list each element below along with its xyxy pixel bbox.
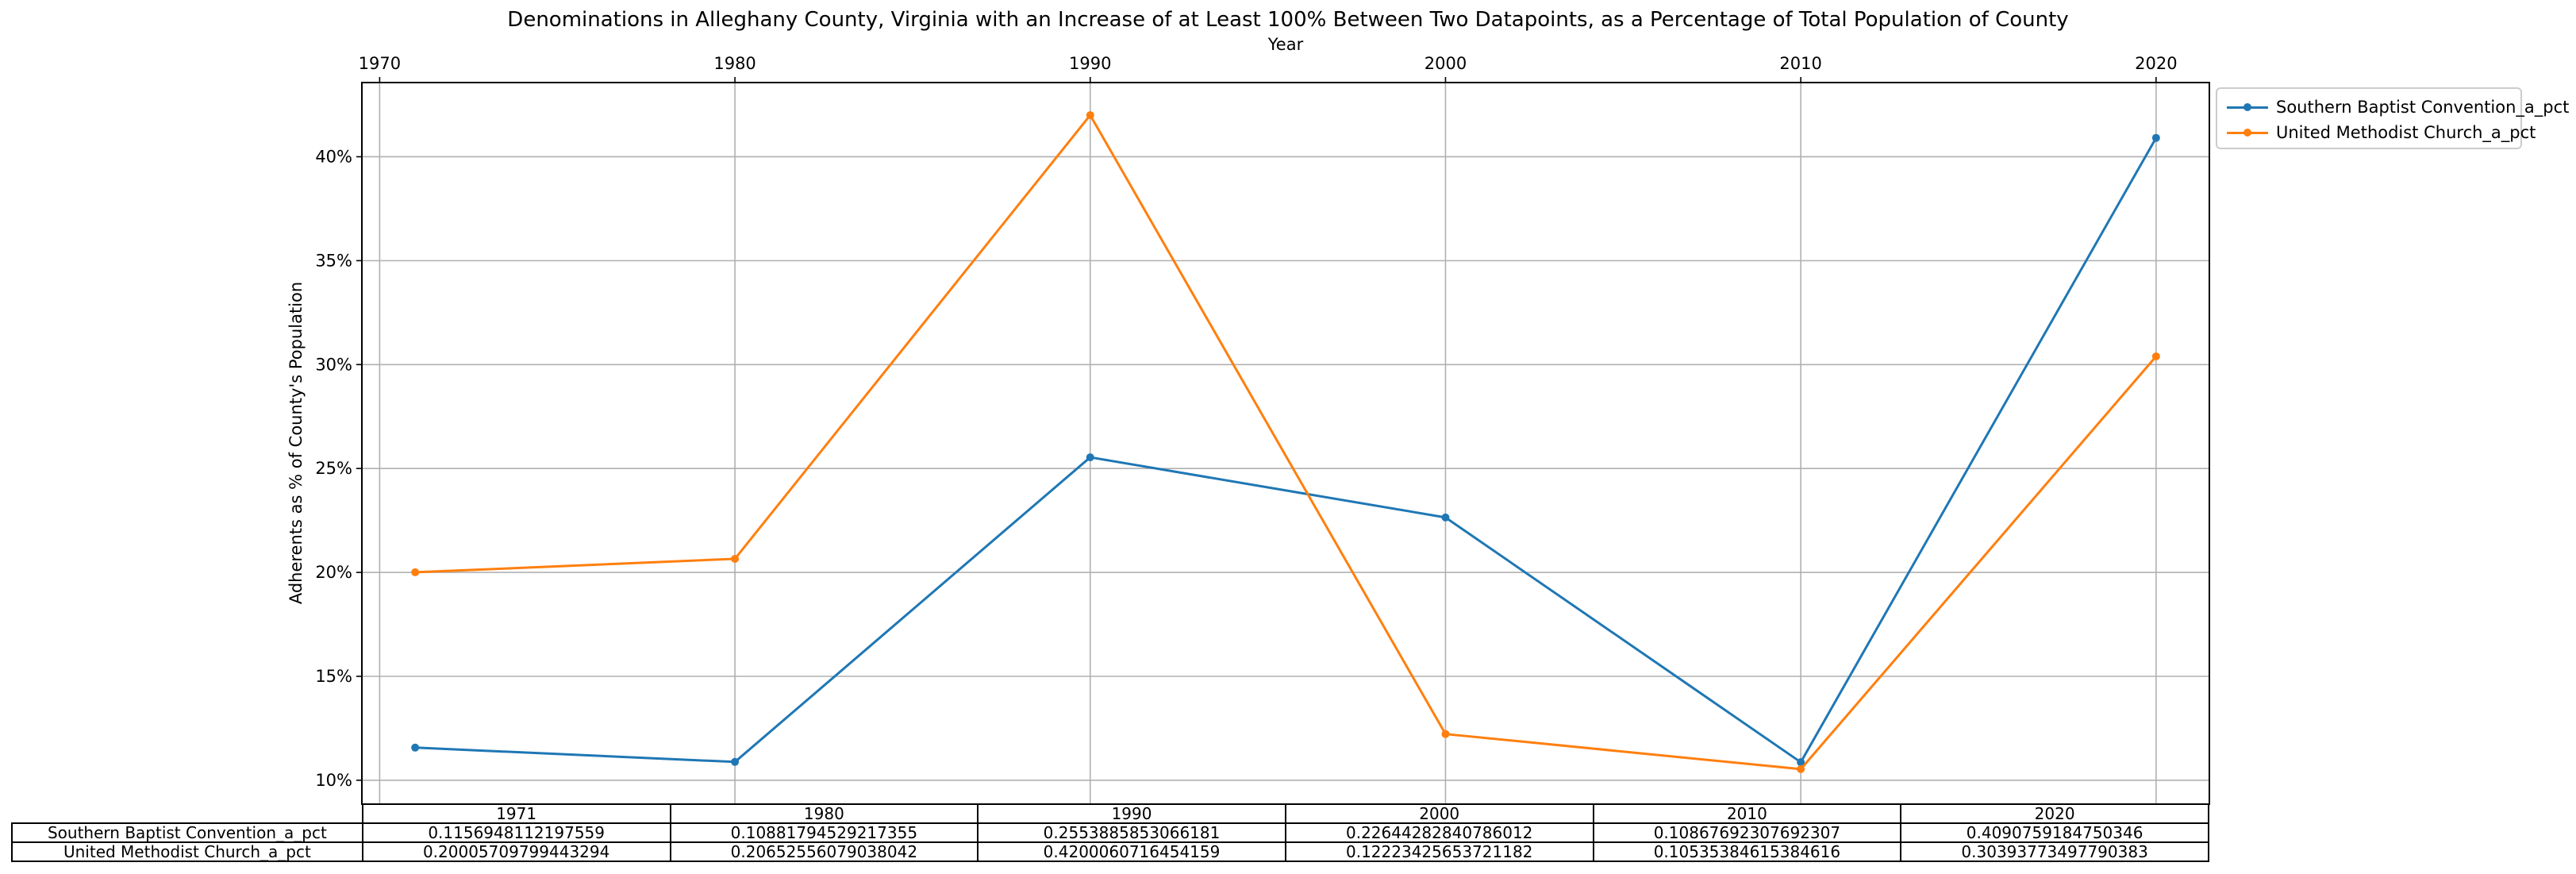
table-cell: 0.10867692307692307 bbox=[1592, 822, 1902, 843]
x-tick-label: 2000 bbox=[1424, 54, 1467, 73]
data-point bbox=[411, 568, 420, 576]
x-tick-label: 1980 bbox=[713, 54, 755, 73]
data-point bbox=[2151, 352, 2160, 360]
legend-label-united-methodist: United Methodist Church_a_pct bbox=[2276, 123, 2536, 142]
table-cell: 0.12223425653721182 bbox=[1284, 841, 1594, 862]
x-tick-label: 1990 bbox=[1069, 54, 1111, 73]
table-corner bbox=[12, 804, 363, 823]
table-cell: 0.20652556079038042 bbox=[669, 841, 979, 862]
table-cell: 0.22644282840786012 bbox=[1284, 822, 1594, 843]
y-tick-label: 30% bbox=[315, 355, 352, 374]
plot-frame bbox=[361, 82, 2210, 805]
x-axis-label: Year bbox=[1267, 35, 1304, 54]
table-col-header: 1980 bbox=[669, 803, 979, 824]
legend-entry-united-methodist: United Methodist Church_a_pct bbox=[2224, 121, 2536, 144]
chart-title: Denominations in Alleghany County, Virgi… bbox=[507, 8, 2068, 32]
y-tick-label: 25% bbox=[315, 459, 352, 478]
table-cell: 0.1156948112197559 bbox=[361, 822, 671, 843]
data-point bbox=[1441, 730, 1450, 738]
table-header-row: 1971 1980 1990 2000 2010 2020 bbox=[12, 803, 2209, 824]
legend-label-southern-baptist: Southern Baptist Convention_a_pct bbox=[2276, 98, 2570, 117]
table-col-header: 1971 bbox=[361, 803, 671, 824]
table-cell: 0.2553885853066181 bbox=[977, 822, 1286, 843]
table-row-label: United Methodist Church_a_pct bbox=[11, 841, 363, 862]
legend: Southern Baptist Convention_a_pct United… bbox=[2216, 87, 2569, 149]
x-tick-label: 2010 bbox=[1779, 54, 1821, 73]
x-tick-label: 2020 bbox=[2135, 54, 2177, 73]
table-row: Southern Baptist Convention_a_pct 0.1156… bbox=[11, 822, 2209, 843]
table-row: United Methodist Church_a_pct 0.20005709… bbox=[11, 841, 2209, 862]
x-tick-label: 1970 bbox=[359, 54, 401, 73]
series-line-1 bbox=[415, 114, 2157, 771]
y-tick-label: 10% bbox=[315, 771, 352, 790]
table-cell: 0.10535384615384616 bbox=[1592, 841, 1902, 862]
y-tick-label: 35% bbox=[315, 251, 352, 270]
data-point bbox=[1441, 513, 1450, 522]
table-cell: 0.20005709799443294 bbox=[361, 841, 671, 862]
legend-swatch-united-methodist bbox=[2224, 121, 2271, 144]
table-col-header: 2000 bbox=[1284, 803, 1594, 824]
data-point bbox=[731, 757, 740, 766]
legend-swatch-southern-baptist bbox=[2224, 95, 2271, 119]
series-line-0 bbox=[415, 137, 2158, 764]
y-tick-label: 15% bbox=[315, 667, 352, 686]
grid-lines bbox=[362, 83, 2209, 804]
table-col-header: 1990 bbox=[977, 803, 1286, 824]
table-col-header: 2020 bbox=[1900, 803, 2209, 824]
table-cell: 0.4090759184750346 bbox=[1900, 822, 2209, 843]
axis-ticks: 1970 1980 1990 2000 2010 2020 10% 15% 20% 25% 30% 3… bbox=[315, 54, 2177, 790]
data-point bbox=[411, 743, 420, 752]
y-tick-label: 40% bbox=[315, 147, 352, 166]
y-tick-label: 20% bbox=[315, 563, 352, 582]
table-cell: 0.30393773497790383 bbox=[1900, 841, 2209, 862]
data-table: 1971 1980 1990 2000 2010 2020 Southern B… bbox=[11, 803, 2209, 862]
data-point bbox=[1086, 111, 1094, 120]
data-point bbox=[1086, 453, 1094, 462]
table-cell: 0.4200060716454159 bbox=[977, 841, 1286, 862]
data-point bbox=[2151, 133, 2160, 142]
y-axis-label: Adherents as % of County's Population bbox=[286, 282, 306, 604]
data-point bbox=[1797, 764, 1805, 773]
data-point bbox=[1797, 758, 1805, 767]
data-point bbox=[731, 554, 740, 563]
table-col-header: 2010 bbox=[1592, 803, 1902, 824]
table-cell: 0.10881794529217355 bbox=[669, 822, 979, 843]
legend-entry-southern-baptist: Southern Baptist Convention_a_pct bbox=[2224, 95, 2569, 119]
series-group bbox=[411, 111, 2160, 773]
table-row-label: Southern Baptist Convention_a_pct bbox=[11, 822, 363, 843]
